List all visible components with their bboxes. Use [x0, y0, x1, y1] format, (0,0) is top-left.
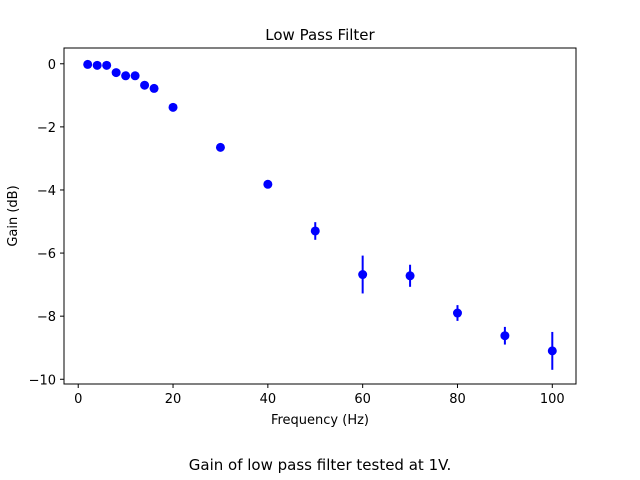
data-point: [500, 331, 510, 341]
x-tick-label: 0: [74, 392, 82, 407]
y-tick-label: −10: [29, 373, 56, 388]
figure-caption: Gain of low pass filter tested at 1V.: [189, 456, 451, 474]
data-point: [168, 102, 178, 112]
data-point: [149, 83, 159, 93]
data-point: [92, 60, 102, 70]
x-tick-label: 40: [260, 392, 277, 407]
data-point: [83, 59, 93, 69]
x-axis-label: Frequency (Hz): [271, 413, 369, 428]
data-point: [130, 71, 140, 81]
data-point: [452, 308, 462, 318]
data-point: [263, 179, 273, 189]
x-tick-label: 80: [449, 392, 466, 407]
plot-frame: [63, 47, 577, 385]
data-point: [310, 226, 320, 236]
plot-area: 0 20 40 60 80 100 0 −2 −4 −6 −8 −10: [29, 47, 577, 407]
data-point: [547, 346, 557, 356]
x-tick-label: 100: [540, 392, 565, 407]
y-tick-label: −2: [37, 121, 56, 136]
y-tick-label: −8: [37, 310, 56, 325]
chart-title: Low Pass Filter: [265, 26, 375, 44]
data-point: [121, 71, 131, 81]
data-point: [405, 271, 415, 281]
y-tick-label: −4: [37, 184, 56, 199]
x-tick-label: 60: [354, 392, 371, 407]
y-tick-label: −6: [37, 247, 56, 262]
y-axis-label: Gain (dB): [6, 185, 21, 246]
x-tick-label: 20: [165, 392, 182, 407]
data-point: [111, 68, 121, 78]
data-point: [102, 60, 112, 70]
y-tick-label: 0: [48, 58, 56, 73]
data-point: [358, 270, 368, 280]
data-point: [140, 80, 150, 90]
data-point: [215, 142, 225, 152]
